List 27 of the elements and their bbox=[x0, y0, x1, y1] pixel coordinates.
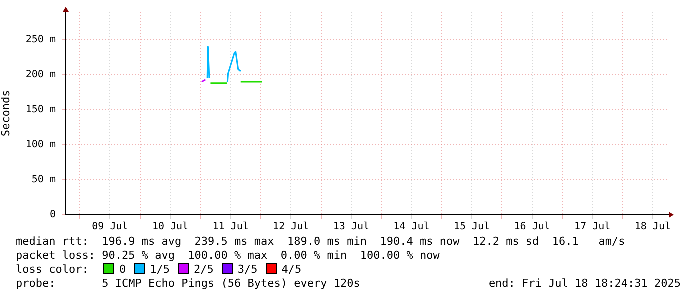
x-tick-label: 13 Jul bbox=[333, 222, 370, 233]
y-axis-title: Seconds bbox=[0, 90, 12, 137]
legend-label: 0 bbox=[119, 263, 126, 276]
x-tick-label: 10 Jul bbox=[152, 222, 189, 233]
legend-label: 3/5 bbox=[238, 263, 258, 276]
legend-label: 2/5 bbox=[194, 263, 214, 276]
text: median rtt: 196.9 ms avg 239.5 ms max 189.0 ms min 190.4 ms now 12.2 ms sd 16.1 am/s bbox=[16, 235, 626, 249]
x-tick-label: 12 Jul bbox=[273, 222, 310, 233]
y-tick-label: 150 m bbox=[26, 104, 56, 116]
y-tick-label: 200 m bbox=[26, 70, 56, 81]
text: probe: 5 ICMP Echo Pings (56 Bytes) every 120s bbox=[16, 277, 360, 291]
legend-label: 1/5 bbox=[150, 263, 170, 276]
text: end: Fri Jul 18 18:24:31 2025 bbox=[488, 277, 681, 291]
x-tick-label: 17 Jul bbox=[574, 222, 611, 233]
y-tick-label: 0 bbox=[50, 210, 56, 221]
text: packet loss: 90.25 % avg 100.00 % max 0.00 % min 100.00 % now bbox=[16, 249, 440, 263]
x-tick-label: 14 Jul bbox=[394, 222, 430, 233]
y-tick-label: 100 m bbox=[26, 140, 56, 151]
y-tick-label: 50 m bbox=[32, 174, 56, 186]
legend-title: loss color: bbox=[16, 263, 90, 276]
y-tick-label: 250 m bbox=[26, 34, 56, 46]
x-tick-label: 16 Jul bbox=[514, 222, 550, 233]
legend-label: 4/5 bbox=[282, 263, 302, 276]
x-tick-label: 15 Jul bbox=[454, 222, 490, 233]
x-tick-label: 11 Jul bbox=[212, 222, 249, 233]
x-tick-label: 09 Jul bbox=[92, 222, 128, 233]
x-tick-label: 18 Jul bbox=[634, 222, 671, 233]
